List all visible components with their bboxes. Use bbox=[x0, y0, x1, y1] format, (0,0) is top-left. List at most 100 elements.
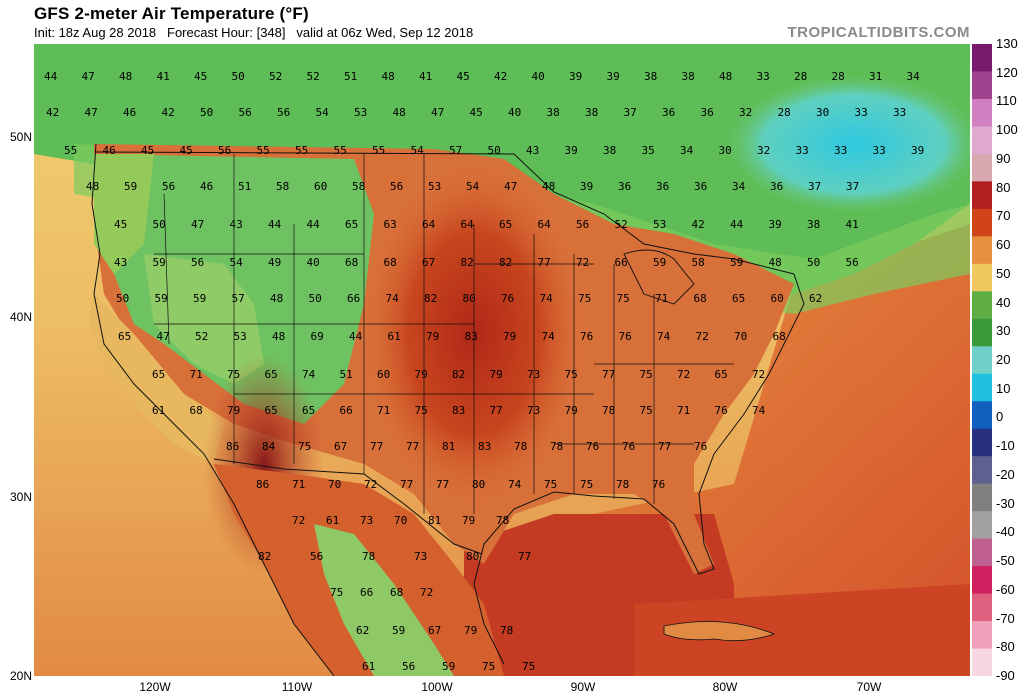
temperature-value: 50 bbox=[200, 106, 213, 119]
temperature-value: 28 bbox=[832, 70, 845, 83]
temperature-value: 59 bbox=[442, 660, 455, 673]
temperature-value: 36 bbox=[701, 106, 714, 119]
colorbar-label: 130 bbox=[996, 36, 1018, 51]
temperature-value: 34 bbox=[907, 70, 921, 83]
temperature-value: 68 bbox=[384, 256, 397, 269]
temperature-value: 45 bbox=[457, 70, 470, 83]
temperature-value: 54 bbox=[230, 256, 244, 269]
temperature-value: 71 bbox=[377, 404, 390, 417]
temperature-value: 34 bbox=[680, 144, 694, 157]
temperature-value: 73 bbox=[414, 550, 427, 563]
temperature-value: 45 bbox=[141, 144, 154, 157]
temperature-value: 38 bbox=[682, 70, 695, 83]
temperature-value: 54 bbox=[411, 144, 425, 157]
temperature-value: 81 bbox=[428, 514, 441, 527]
temperature-value: 56 bbox=[218, 144, 231, 157]
lon-120w: 120W bbox=[139, 680, 171, 694]
colorbar-segment bbox=[972, 648, 992, 676]
temperature-value: 68 bbox=[694, 292, 707, 305]
temperature-value: 63 bbox=[384, 218, 397, 231]
temperature-value: 50 bbox=[309, 292, 322, 305]
colorbar-label: -50 bbox=[996, 553, 1015, 569]
temperature-value: 49 bbox=[268, 256, 281, 269]
temperature-value: 77 bbox=[400, 478, 413, 491]
temperature-value: 55 bbox=[295, 144, 308, 157]
temperature-value: 59 bbox=[193, 292, 206, 305]
temperature-value: 48 bbox=[119, 70, 132, 83]
colorbar-segment bbox=[972, 373, 992, 402]
temperature-value: 38 bbox=[644, 70, 657, 83]
temperature-value: 60 bbox=[377, 368, 390, 381]
temperature-value: 59 bbox=[153, 256, 166, 269]
temperature-value: 52 bbox=[307, 70, 320, 83]
temperature-value: 64 bbox=[538, 218, 552, 231]
map-subtitle: Init: 18z Aug 28 2018 Forecast Hour: [34… bbox=[34, 25, 473, 40]
temperature-value: 78 bbox=[514, 440, 527, 453]
temperature-value: 68 bbox=[773, 330, 786, 343]
colorbar-segment bbox=[972, 538, 992, 567]
temperature-value: 42 bbox=[692, 218, 705, 231]
temperature-value: 56 bbox=[239, 106, 252, 119]
map-canvas: 44 47 48 41 45 50 52 52 51 48 41 45 42 40 39 39 38 38 48 33… bbox=[34, 44, 970, 676]
temperature-value: 46 bbox=[103, 144, 116, 157]
gulf-coast-line bbox=[473, 491, 645, 665]
temperature-value: 56 bbox=[191, 256, 204, 269]
temperature-value: 83 bbox=[452, 404, 465, 417]
colorbar-segment bbox=[972, 566, 992, 595]
temperature-value: 81 bbox=[442, 440, 455, 453]
temperature-value: 82 bbox=[424, 292, 437, 305]
east-coast-line bbox=[643, 273, 805, 575]
temperature-value: 83 bbox=[478, 440, 491, 453]
temperature-value: 43 bbox=[230, 218, 243, 231]
temperature-value: 70 bbox=[734, 330, 747, 343]
us-mexico-border bbox=[213, 458, 483, 555]
temperature-value: 70 bbox=[328, 478, 341, 491]
colorbar-label: -80 bbox=[996, 639, 1015, 655]
colorbar-label: 40 bbox=[996, 294, 1011, 310]
temperature-value: 82 bbox=[499, 256, 512, 269]
colorbar-segment bbox=[972, 236, 992, 265]
temperature-value: 55 bbox=[257, 144, 270, 157]
temperature-value: 57 bbox=[449, 144, 462, 157]
forecast-hour: Forecast Hour: [348] bbox=[167, 25, 286, 40]
temperature-value: 54 bbox=[316, 106, 330, 119]
temperature-value: 80 bbox=[466, 550, 479, 563]
lon-70w: 70W bbox=[856, 680, 882, 694]
temperature-value: 52 bbox=[269, 70, 282, 83]
temperature-value: 75 bbox=[578, 292, 591, 305]
temperature-value: 33 bbox=[855, 106, 868, 119]
colorbar-label: 50 bbox=[996, 265, 1011, 281]
temperature-value: 35 bbox=[642, 144, 655, 157]
temperature-value: 73 bbox=[527, 404, 540, 417]
temperature-value: 40 bbox=[307, 256, 320, 269]
colorbar-segment bbox=[972, 593, 992, 622]
temperature-value: 37 bbox=[624, 106, 637, 119]
temperature-value: 55 bbox=[334, 144, 347, 157]
temperature-value: 78 bbox=[362, 550, 375, 563]
temperature-value: 45 bbox=[180, 144, 193, 157]
temperature-value: 74 bbox=[540, 292, 554, 305]
colorbar-segment bbox=[972, 263, 992, 292]
temperature-value: 66 bbox=[340, 404, 353, 417]
cuba bbox=[663, 621, 776, 642]
temperature-value: 74 bbox=[302, 368, 316, 381]
temperature-value: 47 bbox=[504, 180, 517, 193]
temperature-value: 50 bbox=[116, 292, 129, 305]
temperature-value: 44 bbox=[307, 218, 321, 231]
california-coast bbox=[89, 294, 224, 464]
temperature-value: 30 bbox=[719, 144, 732, 157]
temperature-value: 52 bbox=[195, 330, 208, 343]
temperature-value: 48 bbox=[769, 256, 782, 269]
temperature-value: 74 bbox=[508, 478, 522, 491]
temperature-value: 78 bbox=[500, 624, 513, 637]
colorbar-segment bbox=[972, 346, 992, 375]
temperature-value: 47 bbox=[431, 106, 444, 119]
colorbar-label: 10 bbox=[996, 380, 1011, 396]
temperature-value: 44 bbox=[44, 70, 58, 83]
temperature-value: 75 bbox=[640, 404, 653, 417]
temperature-value: 51 bbox=[238, 180, 251, 193]
temperature-value: 48 bbox=[542, 180, 555, 193]
temperature-value: 66 bbox=[360, 586, 373, 599]
colorbar-segment bbox=[972, 98, 992, 127]
temperature-value: 77 bbox=[436, 478, 449, 491]
